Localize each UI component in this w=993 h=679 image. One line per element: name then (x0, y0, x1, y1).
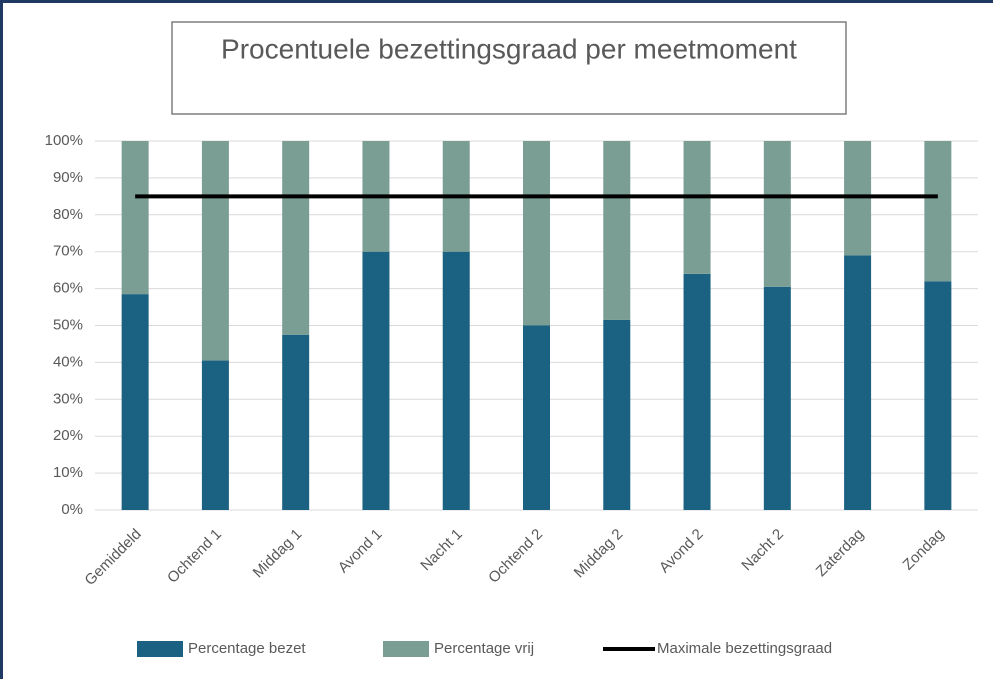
y-tick-label: 50% (53, 316, 83, 333)
bar (924, 281, 952, 510)
x-tick-label: Middag 2 (571, 526, 627, 582)
y-tick-label: 80% (53, 206, 83, 223)
y-tick-label: 70% (53, 243, 83, 260)
bar (523, 141, 550, 326)
bar (844, 255, 872, 510)
x-tick-label: Middag 1 (250, 526, 306, 582)
bar (603, 319, 631, 510)
bar (121, 294, 149, 510)
legend-label: Percentage vrij (434, 640, 534, 657)
y-tick-label: 10% (53, 464, 83, 481)
chart-title: Procentuele bezettingsgraad per meetmome… (221, 33, 797, 64)
bar (442, 251, 470, 510)
y-tick-label: 60% (53, 280, 83, 297)
bar (121, 141, 149, 295)
bar (683, 273, 711, 510)
y-tick-label: 0% (61, 501, 83, 518)
y-tick-label: 40% (53, 353, 83, 370)
bar (523, 325, 550, 510)
bar (683, 141, 711, 274)
bar (201, 141, 229, 361)
title-box (171, 21, 847, 115)
bar (282, 334, 310, 510)
x-tick-label: Ochtend 2 (485, 526, 546, 587)
x-tick-label: Avond 2 (656, 526, 707, 577)
legend-swatch (137, 641, 183, 657)
y-tick-label: 30% (53, 390, 83, 407)
bar (603, 141, 631, 320)
x-tick-label: Nacht 2 (738, 526, 787, 575)
bar (282, 141, 310, 335)
bar (362, 251, 390, 510)
bar (763, 286, 791, 510)
bar (924, 141, 952, 282)
legend-label: Maximale bezettingsgraad (657, 640, 832, 657)
x-tick-label: Gemiddeld (81, 526, 144, 589)
legend-label: Percentage bezet (188, 640, 306, 657)
bar (201, 360, 229, 510)
chart: Procentuele bezettingsgraad per meetmome… (45, 21, 978, 657)
x-tick-label: Nacht 1 (417, 526, 466, 575)
x-tick-label: Zaterdag (813, 526, 867, 580)
x-tick-label: Ochtend 1 (164, 526, 225, 587)
y-tick-label: 100% (45, 132, 83, 149)
x-tick-label: Avond 1 (335, 526, 386, 577)
x-tick-label: Zondag (900, 526, 948, 574)
bar (763, 141, 791, 287)
legend-swatch (383, 641, 429, 657)
y-tick-label: 90% (53, 169, 83, 186)
y-tick-label: 20% (53, 427, 83, 444)
